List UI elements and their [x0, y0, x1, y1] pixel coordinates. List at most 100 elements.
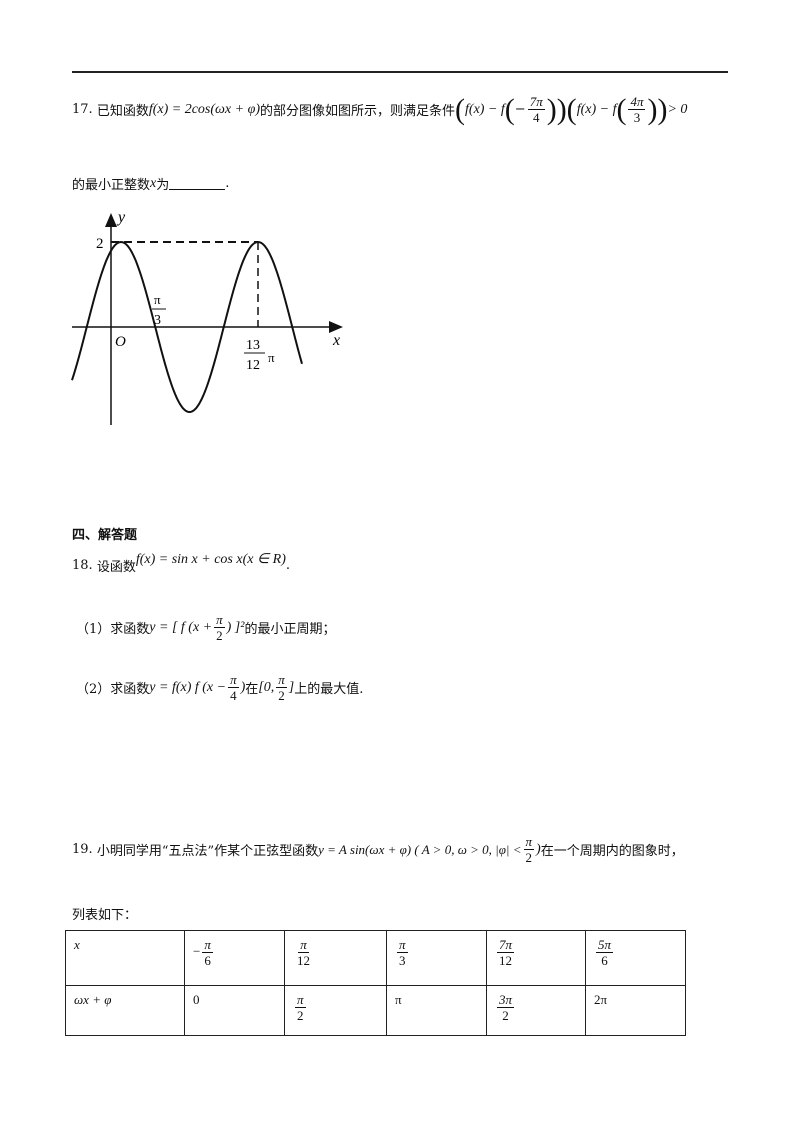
- five-point-table: x − π 6 π 12 π 3 7π 12 5π 6 ωx + φ 0 π 2 π 3π 2 2π: [65, 930, 686, 1036]
- part2-formula: y = f(x) f (x −: [149, 679, 227, 695]
- cond-a: f(x) − f: [465, 101, 505, 117]
- table-cell: 5π 6: [585, 930, 686, 986]
- question-number: 18.: [72, 558, 93, 573]
- numerator: π: [298, 937, 309, 953]
- q18-line: 18. 设函数 f(x) = sin x + cos x(x ∈ R) .: [72, 552, 290, 575]
- fraction: 4π 3: [628, 94, 646, 125]
- numerator: π: [295, 992, 306, 1008]
- var-x: x: [150, 175, 157, 191]
- curve: [71, 240, 303, 413]
- section-title: 四、解答题: [72, 528, 138, 543]
- numerator: π: [276, 672, 287, 688]
- fraction: π 12: [295, 937, 312, 968]
- q18-text: 设函数: [96, 560, 136, 575]
- q17-line2-text2: 为: [156, 178, 170, 193]
- table-cell: π 12: [284, 930, 387, 986]
- q17-line2-text: 的最小正整数: [72, 178, 151, 193]
- part1-text: 的最小正周期；: [244, 622, 336, 637]
- numerator: 3π: [497, 992, 515, 1008]
- q17-text2: 的部分图像如图所示，则满足条件: [260, 104, 456, 119]
- part2-text: 上的最大值.: [294, 682, 364, 697]
- denominator: 12: [297, 953, 310, 968]
- numerator: 7π: [527, 94, 545, 110]
- table-cell: π: [386, 985, 487, 1036]
- numerator: π: [228, 672, 239, 688]
- peak-label-pi: π: [268, 350, 275, 365]
- numerator: 7π: [497, 937, 515, 953]
- minus-sign: −: [514, 102, 526, 117]
- table-cell: 3π 2: [486, 985, 586, 1036]
- peak-label-denominator: 12: [246, 358, 260, 373]
- cond-tail: > 0: [667, 101, 688, 117]
- max-label: 2: [96, 236, 104, 252]
- numerator: π: [397, 937, 408, 953]
- denominator: 2: [297, 1008, 304, 1023]
- question-number: 17.: [72, 102, 93, 117]
- denominator: 6: [204, 953, 211, 968]
- cell-value: 0: [193, 992, 200, 1007]
- table-row: ωx + φ 0 π 2 π 3π 2 2π: [65, 985, 686, 1036]
- q19-text: 小明同学用“五点法”作某个正弦型函数: [96, 844, 319, 859]
- interval-end: ]: [288, 679, 295, 695]
- period: .: [225, 176, 230, 191]
- cond-b: f(x) − f: [576, 101, 617, 117]
- part2-formula-end: ): [240, 679, 246, 695]
- denominator: 2: [216, 628, 223, 643]
- x-axis-arrow: [329, 321, 343, 333]
- table-row: x − π 6 π 12 π 3 7π 12 5π 6: [65, 930, 686, 986]
- x-label: x: [332, 332, 340, 349]
- row-header: x: [65, 930, 185, 986]
- q19-line: 19. 小明同学用“五点法”作某个正弦型函数 y = A sin(ωx + φ)…: [72, 834, 684, 865]
- q17-line1: 17. 已知函数 f(x) = 2cos(ωx + φ) 的部分图像如图所示，则…: [72, 92, 688, 126]
- table-cell: 2π: [585, 985, 686, 1036]
- row-header: ωx + φ: [65, 985, 185, 1036]
- cosine-graph: y x O 2 π 3 13 12 π: [71, 209, 343, 425]
- q19-text2: 在一个周期内的图象时，: [540, 844, 684, 859]
- q19-line2: 列表如下：: [72, 908, 138, 923]
- y-label: y: [116, 209, 126, 226]
- q17-text: 已知函数: [96, 104, 149, 119]
- question-number: 19.: [72, 842, 93, 857]
- denominator: 2: [525, 850, 533, 865]
- part1-formula: y = [ f (x +: [149, 619, 213, 635]
- part1-formula-end: ) ]²: [226, 619, 245, 635]
- fraction: 7π 12: [497, 937, 515, 968]
- zero-label-numerator: π: [154, 292, 161, 307]
- cell-value: 2π: [594, 992, 608, 1007]
- denominator: 3: [399, 953, 406, 968]
- interval-start: [0,: [258, 679, 275, 695]
- q17-formula: f(x) = 2cos(ωx + φ): [148, 101, 260, 117]
- numerator: 5π: [596, 937, 614, 953]
- table-cell: − π 6: [184, 930, 285, 986]
- answer-blank[interactable]: [169, 177, 226, 190]
- fraction: 7π 4: [527, 94, 545, 125]
- denominator: 6: [601, 953, 608, 968]
- denominator: 2: [278, 688, 285, 703]
- numerator: π: [214, 612, 225, 628]
- origin-label: O: [115, 334, 126, 350]
- numerator: π: [202, 937, 213, 953]
- part2-label: （2）求函数: [76, 682, 150, 697]
- q17-line2: 的最小正整数 x 为 .: [72, 174, 230, 194]
- denominator: 12: [499, 953, 512, 968]
- part2-in: 在: [245, 682, 259, 697]
- q18-formula: f(x) = sin x + cos x(x ∈ R): [135, 552, 286, 567]
- numerator: π: [523, 834, 535, 850]
- fraction: 3π 2: [497, 992, 515, 1023]
- table-cell: 7π 12: [486, 930, 586, 986]
- q19-formula: y = A sin(ωx + φ) ( A > 0, ω > 0, |φ| <: [318, 841, 522, 857]
- minus-sign: −: [193, 943, 201, 959]
- denominator: 4: [532, 110, 540, 125]
- numerator: 4π: [628, 94, 646, 110]
- denominator: 4: [230, 688, 237, 703]
- q19-formula-end: ): [536, 841, 541, 857]
- y-axis-arrow: [105, 213, 117, 227]
